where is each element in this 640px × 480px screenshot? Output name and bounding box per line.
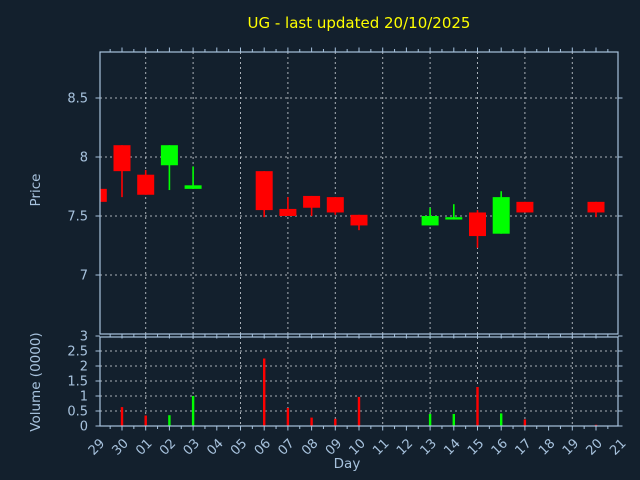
price-tick-label: 8 (80, 151, 88, 166)
volume-tick-label: 0.5 (67, 405, 88, 420)
volume-tick-label: 1.5 (67, 375, 88, 390)
candlestick-series (100, 145, 605, 248)
volume-bar-02 (168, 415, 171, 426)
candle-body-30 (113, 145, 131, 172)
volume-bar-01 (144, 415, 147, 426)
volume-tick-label: 0 (80, 420, 88, 435)
candle-body-10 (350, 214, 368, 226)
volume-bar-06 (263, 358, 266, 426)
price-tick-label: 7 (80, 269, 88, 284)
volume-axis-title: Volume (0000) (28, 332, 44, 431)
candle-body-07 (279, 208, 297, 216)
candle-body-20 (587, 201, 605, 213)
candle-body-01 (137, 174, 155, 195)
price-gridlines (100, 52, 618, 334)
volume-tick-label: 1 (80, 390, 88, 405)
volume-bar-09 (334, 418, 337, 426)
x-axis-title: Day (334, 456, 361, 472)
candle-body-08 (303, 195, 321, 208)
volume-bar-14 (452, 414, 455, 426)
volume-bar-08 (310, 417, 313, 426)
volume-series (120, 358, 598, 426)
price-axis-title: Price (28, 174, 44, 207)
volume-bar-07 (286, 408, 290, 426)
candle-body-03 (184, 185, 202, 189)
volume-tick-label: 3 (80, 330, 88, 345)
price-tick-label: 8.5 (67, 92, 88, 107)
candle-body-09 (326, 197, 344, 213)
candle-body-15 (469, 212, 486, 237)
candle-body-02 (160, 145, 178, 166)
volume-tick-label: 2.5 (67, 345, 88, 360)
volume-gridlines (100, 337, 618, 426)
candle-body-13 (421, 216, 439, 226)
volume-bar-03 (191, 396, 195, 426)
volume-bar-20 (594, 424, 598, 426)
candle-body-14 (445, 217, 463, 220)
volume-bar-17 (523, 419, 527, 426)
volume-bar-16 (500, 413, 503, 426)
volume-bar-15 (476, 387, 479, 426)
volume-bar-10 (357, 396, 361, 426)
axis-ticks (95, 47, 623, 431)
candle-body-17 (516, 201, 534, 213)
candle-body-29 (100, 188, 107, 202)
chart-title: UG - last updated 20/10/2025 (248, 14, 471, 32)
volume-bar-30 (120, 407, 124, 426)
candle-body-06 (255, 171, 273, 211)
volume-bar-13 (428, 414, 432, 426)
volume-tick-label: 2 (80, 360, 88, 375)
candle-body-16 (492, 197, 510, 234)
price-tick-label: 7.5 (67, 210, 88, 225)
